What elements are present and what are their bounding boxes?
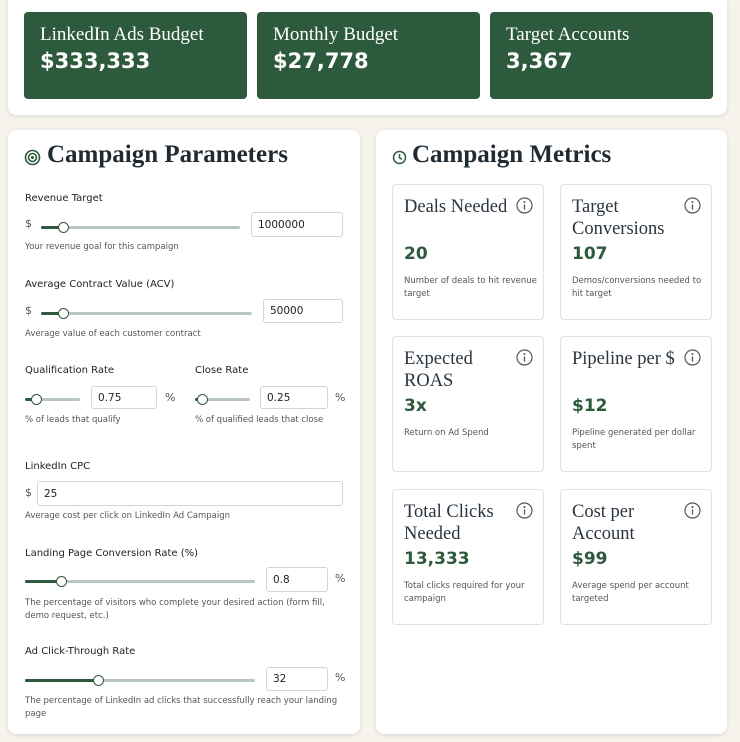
- metric-card: Expected ROAS 3x Return on Ad Spend: [392, 336, 544, 472]
- metric-label: Total Clicks Needed: [404, 502, 494, 544]
- summary-label: Target Accounts: [506, 24, 630, 45]
- field-label: Revenue Target: [25, 193, 103, 204]
- metric-value: 13,333: [404, 549, 470, 569]
- text-input[interactable]: 0.25: [260, 386, 328, 409]
- field-label: Qualification Rate: [25, 365, 115, 376]
- text-input[interactable]: 0.8: [266, 567, 328, 592]
- help-text: Average cost per click on LinkedIn Ad Ca…: [25, 511, 231, 521]
- metric-description: Total clicks required for your campaign: [404, 581, 525, 604]
- metric-value: $12: [572, 396, 608, 416]
- field-label: Average Contract Value (ACV): [25, 279, 175, 290]
- text-input[interactable]: 25: [37, 481, 343, 506]
- metric-card: Cost per Account $99 Average spend per acc…: [560, 489, 712, 625]
- suffix: %: [165, 391, 176, 404]
- summary-card: LinkedIn Ads Budget $333,333: [24, 12, 247, 99]
- metric-description: Number of deals to hit revenue target: [404, 276, 537, 299]
- summary-card: Monthly Budget $27,778: [257, 12, 480, 99]
- metric-value: $99: [572, 549, 608, 569]
- summary-value: 3,367: [506, 49, 573, 73]
- slider[interactable]: [25, 576, 255, 587]
- info-icon[interactable]: [684, 197, 701, 214]
- metric-card: Total Clicks Needed 13,333 Total clicks re…: [392, 489, 544, 625]
- summary-value: $333,333: [40, 49, 151, 73]
- summary-card: Target Accounts 3,367: [490, 12, 713, 99]
- summary-label: LinkedIn Ads Budget: [40, 24, 204, 45]
- metric-description: Pipeline generated per dollar spent: [572, 428, 696, 451]
- metric-label: Pipeline per $: [572, 349, 675, 369]
- suffix: %: [335, 391, 346, 404]
- prefix: $: [25, 217, 32, 230]
- suffix: %: [335, 671, 346, 684]
- field-label: LinkedIn CPC: [25, 461, 91, 472]
- help-text: Your revenue goal for this campaign: [25, 242, 179, 252]
- metric-card: Target Conversions 107 Demos/conversions n…: [560, 184, 712, 320]
- metric-value: 3x: [404, 396, 427, 416]
- info-icon[interactable]: [684, 502, 701, 519]
- prefix: $: [25, 304, 32, 317]
- help-text: % of qualified leads that close: [195, 415, 324, 425]
- slider[interactable]: [41, 308, 252, 319]
- info-icon[interactable]: [516, 197, 533, 214]
- suffix: %: [335, 572, 346, 585]
- info-icon[interactable]: [516, 349, 533, 366]
- metric-card: Deals Needed 20 Number of deals to hit rev…: [392, 184, 544, 320]
- summary-value: $27,778: [273, 49, 369, 73]
- slider[interactable]: [25, 675, 255, 686]
- panel-title: Campaign Metrics: [412, 141, 612, 168]
- metric-label: Cost per Account: [572, 502, 635, 544]
- text-input[interactable]: 1000000: [251, 212, 343, 237]
- field-label: Close Rate: [195, 365, 249, 376]
- metric-value: 107: [572, 244, 608, 264]
- panel-title: Campaign Parameters: [47, 141, 288, 168]
- metric-description: Return on Ad Spend: [404, 428, 489, 438]
- slider[interactable]: [41, 222, 240, 233]
- metric-label: Expected ROAS: [404, 349, 473, 391]
- text-input[interactable]: 0.75: [91, 386, 157, 409]
- metric-description: Average spend per account targeted: [572, 581, 689, 604]
- target-icon: [24, 149, 41, 166]
- help-text: The percentage of visitors who complete …: [25, 598, 325, 621]
- metric-label: Deals Needed: [404, 197, 508, 217]
- metric-label: Target Conversions: [572, 197, 665, 239]
- info-icon[interactable]: [684, 349, 701, 366]
- metric-value: 20: [404, 244, 428, 264]
- help-text: The percentage of LinkedIn ad clicks tha…: [25, 696, 338, 719]
- prefix: $: [25, 486, 32, 499]
- help-text: % of leads that qualify: [25, 415, 121, 425]
- field-label: Ad Click-Through Rate: [25, 646, 136, 657]
- field-label: Landing Page Conversion Rate (%): [25, 548, 199, 559]
- metric-card: Pipeline per $ $12 Pipeline generated per …: [560, 336, 712, 472]
- slider[interactable]: [195, 394, 250, 405]
- text-input[interactable]: 50000: [263, 299, 343, 323]
- slider[interactable]: [25, 394, 80, 405]
- summary-label: Monthly Budget: [273, 24, 399, 45]
- text-input[interactable]: 32: [266, 667, 328, 691]
- info-icon[interactable]: [516, 502, 533, 519]
- help-text: Average value of each customer contract: [25, 329, 201, 339]
- clock-icon: [392, 150, 407, 165]
- metric-description: Demos/conversions needed to hit target: [572, 276, 702, 299]
